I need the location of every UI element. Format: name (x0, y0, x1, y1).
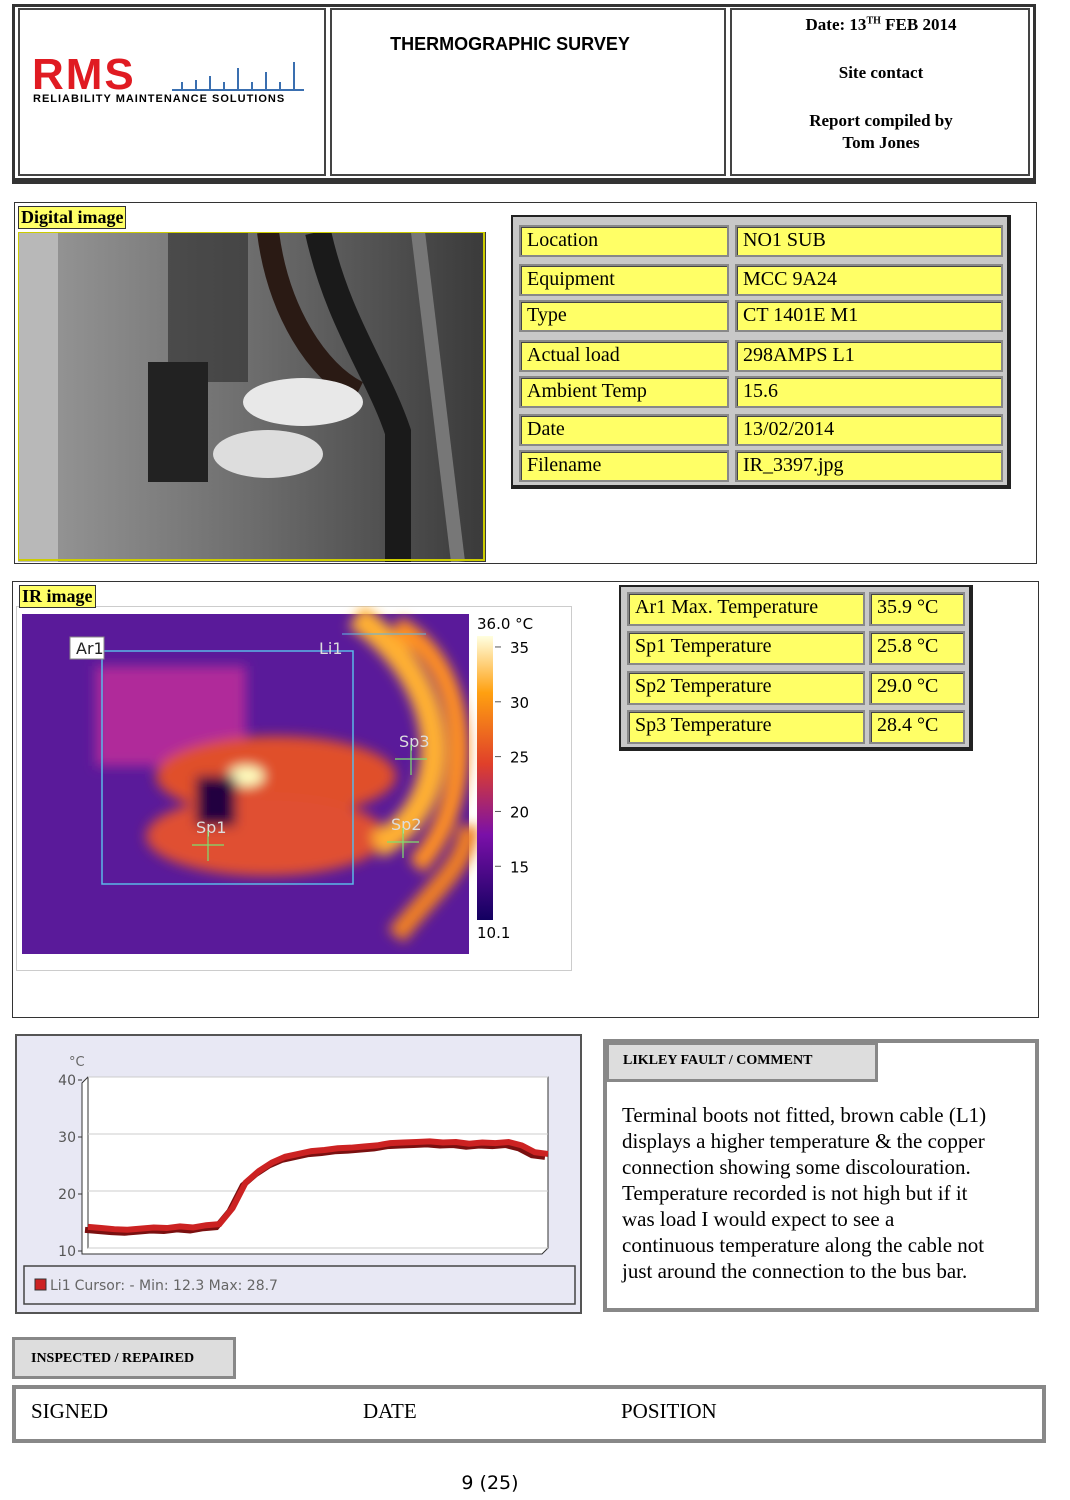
title-cell (330, 8, 726, 176)
report-date: Date: 13TH FEB 2014 (732, 15, 1030, 35)
legend-name: Li1 (50, 1278, 71, 1294)
crosshair (395, 745, 427, 775)
row-label: Sp1 Temperature (627, 631, 865, 665)
scale-min: 10.1 (477, 924, 510, 942)
row-label: Location (519, 225, 729, 257)
ir-marker: Sp2 (391, 815, 422, 834)
logo-graph (172, 62, 304, 91)
row-label: Ar1 Max. Temperature (627, 592, 865, 626)
ir-image-label: IR image (19, 585, 96, 608)
info-table: Location NO1 SUB Equipment MCC 9A24 Type CT 1… (511, 215, 1011, 489)
ir-image: Ar1 Li1 Sp1 Sp2 Sp3 36.0 °C 10.1 15 20 25 30 35 (22, 606, 533, 954)
row-value: MCC 9A24 (735, 264, 1003, 296)
digital-photo (18, 232, 486, 562)
scale-tick-label: 35 (510, 639, 529, 657)
position: POSITION (621, 1399, 717, 1423)
legend-entry: Li1 Cursor: - Min: 12.3 Max: 28.7 (50, 1278, 278, 1294)
date-prefix: Date: 13 (805, 15, 867, 34)
ir-panel (16, 606, 572, 971)
legend-swatch (34, 1278, 47, 1291)
row-value: NO1 SUB (735, 225, 1003, 257)
comment-line: was load I would expect to see a (622, 1207, 895, 1231)
compiler: Tom Jones (842, 133, 920, 152)
row-label: Sp2 Temperature (627, 671, 865, 705)
ir-marker: Sp3 (399, 732, 430, 751)
crosshair (387, 828, 419, 858)
y-tick-label: 10 (58, 1244, 76, 1260)
site-contact: Site contact (838, 63, 924, 82)
row-label: Filename (519, 450, 729, 482)
logo-cell (18, 8, 326, 176)
row-label: Date (519, 414, 729, 446)
page-number: 9 (25) (461, 1472, 519, 1494)
row-value: 13/02/2014 (735, 414, 1003, 446)
comment-heading: LIKLEY FAULT / COMMENT (606, 1042, 878, 1082)
y-tick-label: 20 (58, 1187, 76, 1203)
crosshair (192, 831, 224, 861)
date-sup: TH (866, 15, 881, 27)
legend-note: Cursor: - Min: 12.3 Max: 28.7 (75, 1278, 278, 1294)
signed: SIGNED (31, 1399, 108, 1423)
digital-section (14, 202, 1037, 564)
row-label: Sp3 Temperature (627, 710, 865, 744)
comment-line: connection showing some discolouration. (622, 1155, 971, 1179)
row-value: 15.6 (735, 376, 1003, 408)
ir-marker: Li1 (319, 639, 343, 658)
row-value: IR_3397.jpg (735, 450, 1003, 482)
row-value: 29.0 °C (869, 671, 965, 705)
date-suffix: FEB 2014 (885, 15, 957, 34)
y-tick-label: 30 (58, 1130, 76, 1146)
scale-tick-label: 30 (510, 694, 529, 712)
row-value: 25.8 °C (869, 631, 965, 665)
header (12, 4, 1036, 184)
scale-tick-label: 15 (510, 858, 529, 876)
row-value: CT 1401E M1 (735, 300, 1003, 332)
logo-subtitle: RELIABILITY MAINTENANCE SOLUTIONS (33, 93, 286, 105)
y-axis-label: °C (69, 1055, 85, 1070)
ir-section (12, 581, 1039, 1018)
date-cell (730, 8, 1030, 176)
scale-max: 36.0 °C (477, 615, 533, 633)
ir-marker: Sp1 (196, 818, 227, 837)
digital-image-label: Digital image (18, 206, 127, 229)
comment-text: Terminal boots not fitted, brown cable (… (622, 1102, 986, 1284)
comment-line: Temperature recorded is not high but if … (622, 1181, 968, 1205)
series-line (87, 1138, 549, 1233)
temps-table: Ar1 Max. Temperature 35.9 °C Sp1 Temperatu… (619, 585, 973, 751)
row-label: Type (519, 300, 729, 332)
logo: RMS (32, 50, 136, 99)
survey-title: THERMOGRAPHIC SURVEY (390, 34, 630, 54)
inspected-box (12, 1385, 1046, 1443)
comment-line: just around the connection to the bus ba… (622, 1259, 968, 1283)
row-value: 298AMPS L1 (735, 340, 1003, 372)
legend-box (23, 1265, 576, 1305)
row-label: Ambient Temp (519, 376, 729, 408)
comment-box (603, 1039, 1039, 1312)
plot-area (87, 1076, 549, 1249)
comment-line: continuous temperature along the cable n… (622, 1233, 985, 1257)
inspected-heading: INSPECTED / REPAIRED (12, 1337, 236, 1379)
y-tick-label: 40 (58, 1073, 76, 1089)
row-label: Equipment (519, 264, 729, 296)
scale-tick-label: 20 (510, 803, 529, 821)
row-value: 28.4 °C (869, 710, 965, 744)
row-value: 35.9 °C (869, 592, 965, 626)
compiled-by: Report compiled by (809, 111, 953, 130)
comment-line: Terminal boots not fitted, brown cable (… (622, 1103, 987, 1127)
comment-line: displays a higher temperature & the copp… (622, 1129, 985, 1153)
row-label: Actual load (519, 340, 729, 372)
scale-tick-label: 25 (510, 749, 529, 767)
profile-chart: °C 10 20 30 40 Li1 Cursor: - Min: 12.3 Max: 28… (23, 1055, 576, 1305)
marker-box (69, 636, 105, 660)
ir-marker: Ar1 (76, 639, 104, 658)
date-field: DATE (363, 1399, 417, 1423)
